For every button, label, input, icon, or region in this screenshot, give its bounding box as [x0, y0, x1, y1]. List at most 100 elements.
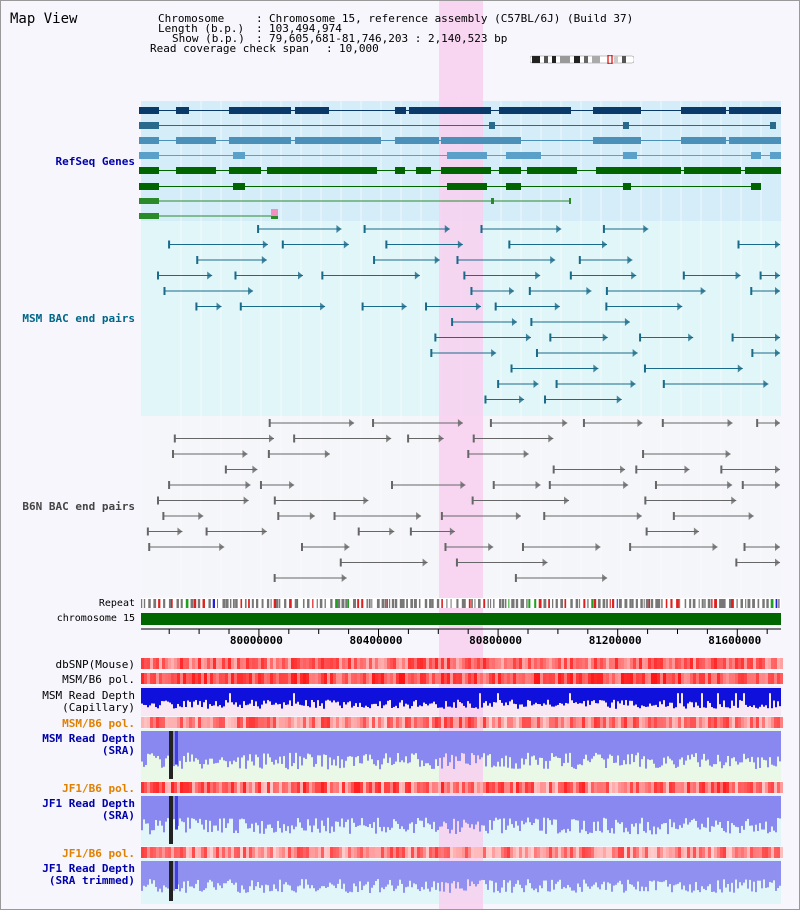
- depth-bar: [269, 861, 271, 892]
- depth-bar: [343, 731, 345, 768]
- bac-end-arrow: [515, 512, 521, 520]
- depth-bar: [393, 861, 395, 892]
- bac-end-arrow: [525, 333, 531, 342]
- axis-tick-label: 80000000: [229, 634, 283, 647]
- depth-bar: [153, 731, 155, 756]
- depth-bar: [547, 861, 549, 892]
- heat-cell: [423, 717, 426, 728]
- repeat-element: [212, 599, 215, 608]
- depth-bar: [203, 688, 205, 703]
- heat-cell: [504, 673, 507, 684]
- heat-cell: [219, 782, 222, 793]
- heat-cell: [696, 658, 699, 669]
- depth-bar: [217, 861, 219, 884]
- repeat-element: [202, 599, 205, 608]
- depth-bar: [675, 861, 677, 885]
- depth-bar: [597, 731, 599, 755]
- heat-cell: [735, 673, 738, 684]
- depth-bar: [667, 731, 669, 757]
- heat-cell: [210, 847, 213, 858]
- depth-bar: [637, 861, 639, 882]
- depth-bar: [353, 861, 355, 884]
- depth-bar: [529, 731, 531, 766]
- depth-bar: [281, 688, 283, 709]
- heat-cell: [540, 847, 543, 858]
- depth-bar: [541, 688, 543, 706]
- heat-cell: [267, 658, 270, 669]
- heat-cell: [390, 782, 393, 793]
- depth-bar: [657, 796, 659, 828]
- depth-bar: [199, 796, 201, 819]
- depth-bar: [389, 731, 391, 758]
- heat-cell: [576, 673, 579, 684]
- depth-bar: [383, 731, 385, 759]
- depth-bar: [417, 861, 419, 890]
- depth-bar: [285, 796, 287, 831]
- heat-cell: [561, 847, 564, 858]
- b6n-bac-end-pairs-label[interactable]: B6N BAC end pairs: [22, 500, 135, 513]
- repeat-element: [474, 599, 476, 608]
- heat-cell: [501, 673, 504, 684]
- depth-bar: [727, 731, 729, 756]
- heat-cell: [156, 847, 159, 858]
- depth-bar: [479, 688, 481, 694]
- depth-bar: [687, 796, 689, 825]
- depth-bar: [327, 731, 329, 770]
- depth-bar: [287, 731, 289, 770]
- depth-bar: [705, 796, 707, 828]
- bac-end: [528, 287, 531, 295]
- repeat-element: [711, 599, 713, 608]
- depth-bar: [427, 731, 429, 764]
- heat-cell: [576, 782, 579, 793]
- heat-cell: [447, 847, 450, 858]
- heat-cell: [549, 847, 552, 858]
- heat-cell: [774, 782, 777, 793]
- depth-bar: [241, 731, 243, 758]
- depth-bar: [301, 731, 303, 766]
- heat-cell: [327, 658, 330, 669]
- heat-cell: [738, 847, 741, 858]
- chromosome-ideogram[interactable]: [530, 55, 634, 64]
- heat-cell: [612, 658, 615, 669]
- depth-bar: [749, 796, 751, 826]
- heat-cell: [405, 782, 408, 793]
- msm-bac-end-pairs-label[interactable]: MSM BAC end pairs: [22, 312, 135, 325]
- heat-cell: [702, 673, 705, 684]
- depth-bar: [711, 861, 713, 892]
- heat-cell: [171, 847, 174, 858]
- depth-bar: [397, 688, 399, 709]
- depth-bar: [189, 688, 191, 702]
- bac-end-arrow: [627, 256, 633, 264]
- depth-bar: [225, 688, 227, 701]
- depth-bar: [703, 731, 705, 754]
- refseq-genes-label[interactable]: RefSeq Genes: [55, 155, 135, 168]
- depth-bar: [561, 731, 563, 767]
- depth-bar: [297, 796, 299, 819]
- heat-cell: [546, 717, 549, 728]
- depth-bar: [199, 688, 201, 702]
- depth-bar: [629, 731, 631, 765]
- bac-end-arrow: [488, 543, 494, 551]
- heat-cell: [768, 717, 771, 728]
- heat-cell: [675, 782, 678, 793]
- gene-exon: [139, 183, 159, 190]
- depth-bar: [221, 861, 223, 889]
- depth-bar: [305, 731, 307, 759]
- repeat-element: [575, 599, 579, 608]
- heat-cell: [462, 782, 465, 793]
- depth-bar: [159, 861, 161, 889]
- depth-bar: [499, 796, 501, 819]
- depth-bar: [707, 796, 709, 818]
- heat-cell: [267, 847, 270, 858]
- heat-cell: [420, 673, 423, 684]
- heat-cell: [366, 782, 369, 793]
- repeat-element: [256, 599, 259, 608]
- bac-end-arrow: [363, 496, 369, 505]
- gene-exon: [745, 167, 781, 174]
- heat-cell: [420, 717, 423, 728]
- depth-spike-dark: [169, 861, 173, 901]
- depth-bar: [571, 731, 573, 767]
- heat-cell: [705, 658, 708, 669]
- depth-bar: [387, 688, 389, 701]
